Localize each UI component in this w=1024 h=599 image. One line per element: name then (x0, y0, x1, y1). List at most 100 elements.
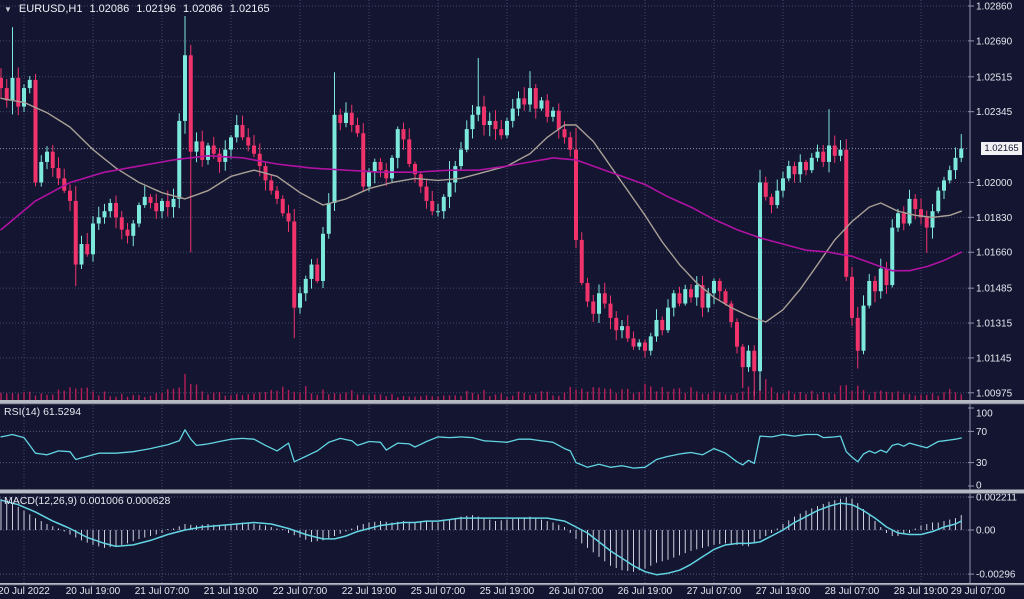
collapse-chart-icon[interactable]: ▼ (4, 4, 12, 14)
candle-body (378, 161, 383, 171)
candle-body (447, 182, 452, 197)
candle-body (252, 145, 256, 154)
volume-bar (816, 393, 819, 401)
volume-bar (535, 393, 537, 401)
moving-averages-layer (0, 97, 963, 323)
candle-body (418, 174, 423, 187)
candle-body (821, 151, 826, 162)
candle-body (614, 317, 619, 331)
candle-body (499, 129, 504, 136)
rsi-panel[interactable] (0, 429, 968, 469)
time-axis-label: 22 Jul 19:00 (342, 586, 397, 597)
candle-body (907, 198, 912, 224)
panel-separator-edge (0, 584, 1024, 586)
ma-fast-line (0, 97, 962, 323)
volume-bar (259, 392, 261, 401)
candle-body (947, 170, 952, 181)
candle-body (516, 98, 521, 109)
volume-bar (512, 395, 514, 401)
ohlc-open: 1.02086 (89, 3, 130, 15)
volume-bar (650, 386, 652, 401)
candle-body (309, 264, 314, 279)
candle-body (890, 227, 895, 286)
candle-body (804, 161, 808, 171)
candle-body (211, 145, 216, 154)
candle-body (689, 289, 693, 298)
volume-bar (155, 393, 157, 401)
volume-bar (851, 391, 853, 401)
panel-separator[interactable] (0, 400, 1024, 404)
candle-body (855, 317, 860, 351)
volume-bar (724, 394, 727, 401)
volume-bar (420, 396, 422, 401)
volume-bar (563, 392, 566, 401)
candle-body (556, 110, 561, 130)
volume-layer (0, 373, 962, 401)
volume-bar (385, 396, 387, 401)
volume-bar (282, 386, 284, 401)
candle-body (395, 129, 400, 158)
candle-body (344, 112, 348, 123)
candle-body (585, 283, 590, 302)
candle-body (436, 211, 440, 213)
volume-bar (581, 388, 583, 401)
volume-bar (483, 389, 485, 401)
candle-body (936, 190, 941, 212)
price-axis-label: 1.01145 (976, 353, 1012, 364)
panel-separator[interactable] (0, 583, 1024, 585)
volume-bar (776, 392, 778, 401)
candle-body (723, 291, 728, 304)
volume-bar (299, 392, 301, 401)
candle-body (913, 198, 918, 210)
candle-body (510, 108, 515, 121)
volume-bar (379, 394, 382, 401)
time-axis-label: 20 Jul 19:00 (66, 586, 121, 597)
chart-title-bar: ▼ EURUSD,H1 1.02086 1.02196 1.02086 1.02… (4, 3, 270, 15)
volume-bar (793, 393, 796, 401)
volume-bar (931, 393, 934, 401)
time-axis-label: 21 Jul 19:00 (204, 586, 259, 597)
candle-body (930, 211, 935, 228)
candle-body (401, 129, 406, 140)
volume-bar (207, 394, 209, 401)
candle-body (729, 303, 734, 323)
volume-bar (293, 391, 295, 401)
volume-bar (897, 391, 899, 401)
volume-bar (926, 394, 928, 401)
volume-bar (121, 393, 123, 401)
panel-separator[interactable] (0, 489, 1024, 494)
candle-body (464, 129, 469, 150)
candle-body (666, 307, 670, 331)
volume-bar (218, 392, 221, 401)
volume-bar (328, 394, 330, 401)
volume-bar (604, 388, 606, 401)
volume-bar (144, 397, 146, 401)
rsi-axis-label: 100 (976, 409, 993, 420)
volume-bar (857, 385, 859, 401)
volume-bar (701, 393, 704, 401)
volume-bar (471, 392, 474, 401)
volume-bar (742, 391, 744, 401)
time-axis-label: 21 Jul 07:00 (135, 586, 190, 597)
volume-bar (345, 392, 347, 401)
volume-bar (454, 395, 456, 401)
volume-bar (937, 395, 939, 401)
volume-bar (339, 393, 341, 401)
volume-bar (839, 385, 842, 401)
volume-bar (765, 379, 767, 401)
price-axis-label: 1.01660 (976, 248, 1013, 259)
volume-bar (17, 393, 19, 401)
volume-bar (799, 391, 801, 401)
candle-body (654, 319, 659, 337)
candle-body (384, 170, 389, 179)
volume-bar (920, 394, 922, 401)
macd-panel[interactable] (0, 496, 968, 576)
rsi-axis-label: 70 (976, 427, 988, 438)
volume-bar (98, 395, 100, 401)
volume-bar (903, 393, 905, 401)
time-axis-label: 27 Jul 19:00 (756, 586, 811, 597)
candle-body (631, 338, 636, 347)
time-axis-label: 25 Jul 07:00 (411, 586, 466, 597)
